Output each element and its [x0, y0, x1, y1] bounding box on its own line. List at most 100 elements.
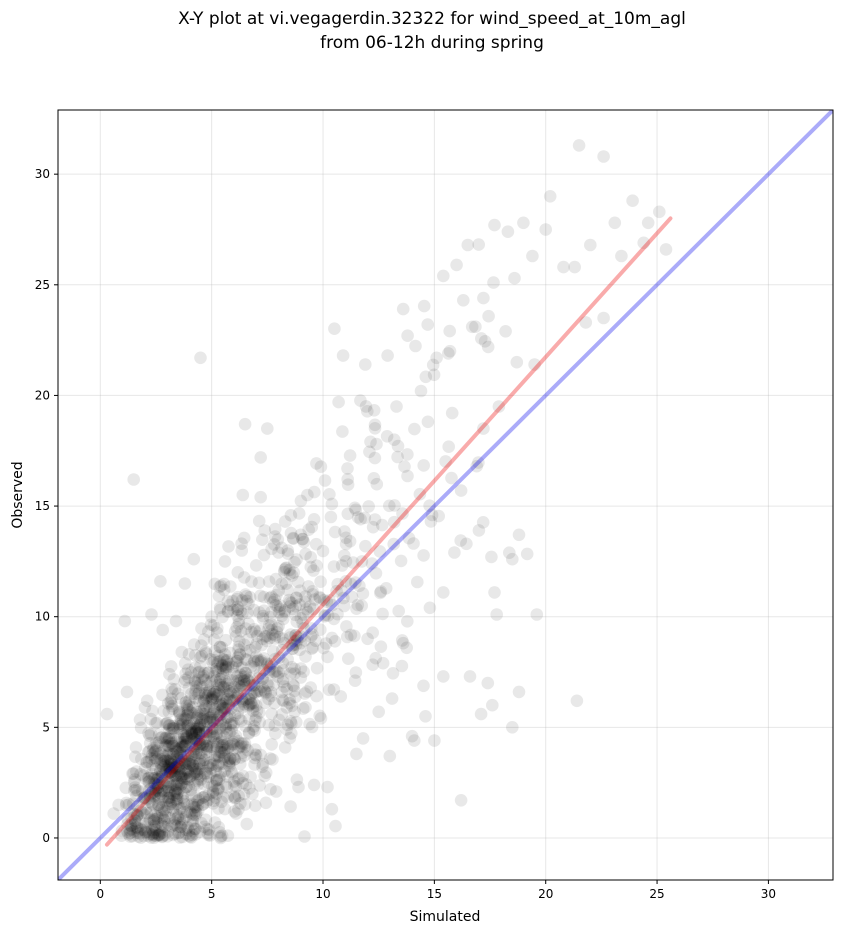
data-point: [180, 805, 194, 819]
data-point: [201, 666, 215, 680]
data-point: [194, 746, 208, 760]
data-point: [198, 753, 212, 767]
data-point: [177, 729, 191, 743]
data-point: [284, 526, 298, 540]
data-point: [267, 538, 281, 551]
data-point: [172, 706, 186, 719]
data-point: [185, 734, 198, 747]
data-point: [248, 720, 261, 733]
data-point: [195, 622, 208, 635]
data-point: [517, 216, 530, 230]
data-point: [173, 813, 187, 826]
data-point: [203, 676, 217, 689]
data-point: [185, 725, 198, 739]
data-point: [350, 747, 363, 761]
data-point: [138, 790, 151, 804]
data-point: [383, 749, 397, 763]
data-point: [264, 783, 277, 796]
data-point: [189, 808, 202, 822]
data-point: [235, 679, 249, 692]
data-point: [206, 698, 219, 711]
data-point: [283, 600, 297, 613]
data-point: [213, 745, 226, 759]
data-point: [379, 582, 393, 595]
data-point: [137, 769, 150, 782]
data-point: [149, 788, 162, 801]
data-point: [130, 765, 143, 778]
data-point: [157, 758, 171, 772]
data-point: [520, 547, 534, 561]
data-point: [302, 523, 316, 536]
x-tick-label: 0: [96, 887, 104, 901]
data-point: [276, 612, 290, 626]
data-point: [131, 824, 145, 838]
data-point: [174, 820, 187, 834]
data-point: [268, 696, 281, 710]
data-point: [162, 731, 176, 745]
data-point: [348, 629, 361, 643]
data-point: [185, 808, 199, 821]
data-point: [572, 139, 586, 152]
data-point: [149, 762, 163, 776]
data-point: [210, 689, 224, 702]
data-point: [169, 614, 183, 628]
data-point: [172, 826, 185, 840]
data-point: [166, 721, 179, 735]
data-point: [349, 666, 363, 679]
data-point: [321, 609, 335, 622]
data-point: [171, 782, 184, 795]
data-point: [152, 791, 166, 805]
data-point: [165, 758, 178, 771]
data-point: [171, 732, 185, 745]
data-point: [408, 422, 421, 436]
data-point: [172, 826, 186, 839]
data-point: [388, 499, 401, 512]
data-point: [281, 547, 295, 560]
data-point: [186, 758, 199, 772]
data-point: [249, 749, 263, 762]
data-point: [210, 773, 223, 787]
data-point: [164, 765, 177, 779]
data-point: [258, 684, 271, 697]
data-point: [260, 629, 274, 643]
data-point: [339, 537, 353, 551]
data-point: [281, 583, 295, 597]
data-point: [189, 737, 203, 751]
data-point: [241, 673, 254, 687]
data-point: [294, 671, 308, 684]
data-point: [189, 684, 203, 697]
data-point: [167, 788, 181, 802]
data-point: [162, 791, 176, 805]
data-point: [146, 827, 160, 841]
data-point: [225, 767, 239, 780]
data-point: [239, 693, 252, 706]
data-point: [209, 686, 222, 699]
data-point: [172, 759, 185, 773]
data-point: [269, 572, 283, 586]
data-point: [210, 787, 223, 800]
data-point: [302, 580, 315, 593]
data-point: [161, 735, 175, 748]
data-point: [239, 666, 252, 680]
data-point: [190, 711, 204, 725]
data-point: [159, 740, 172, 753]
data-point: [209, 685, 223, 699]
data-point: [408, 734, 421, 747]
data-point: [232, 614, 246, 627]
data-point: [154, 765, 167, 778]
data-point: [254, 656, 267, 669]
data-point: [160, 750, 173, 763]
data-point: [219, 778, 232, 791]
data-point: [388, 433, 401, 447]
data-point: [304, 630, 318, 643]
data-point: [230, 621, 243, 634]
data-point: [140, 806, 153, 820]
data-point: [215, 699, 229, 713]
data-point: [265, 689, 278, 703]
data-point: [253, 667, 267, 680]
data-point: [214, 831, 227, 845]
data-point: [182, 681, 196, 695]
data-point: [186, 759, 200, 773]
data-point: [175, 775, 189, 789]
data-point: [232, 660, 245, 674]
